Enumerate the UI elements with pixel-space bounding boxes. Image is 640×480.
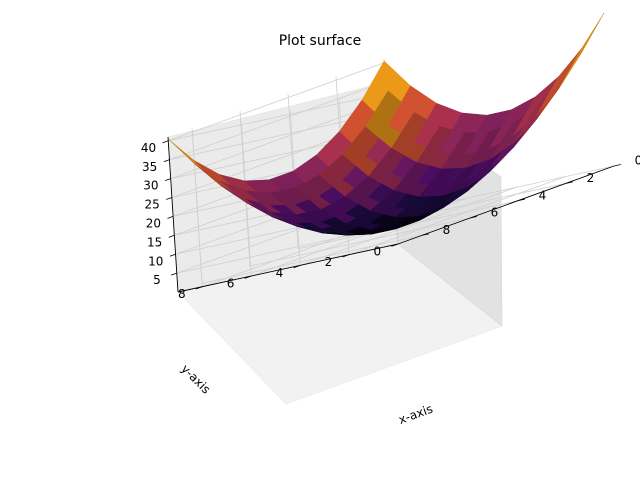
y-axis-line <box>177 243 399 293</box>
y-tick-label: 4 <box>276 266 284 280</box>
y-tick-label: 8 <box>178 287 186 301</box>
z-tick-label: 30 <box>143 179 158 193</box>
x-tick-label: 2 <box>587 171 595 185</box>
z-tick-mark <box>162 140 169 144</box>
y-tick-label: 0 <box>373 245 381 259</box>
y-tick-mark <box>195 286 203 290</box>
surface <box>167 12 605 236</box>
z-tick-mark <box>168 234 175 238</box>
z-tick-label: 5 <box>153 273 161 287</box>
surface-patch <box>536 48 582 116</box>
x-tick-mark <box>565 181 573 184</box>
y-tick-label: 6 <box>227 277 235 291</box>
z-tick-label: 35 <box>142 160 157 174</box>
z-tick-label: 40 <box>141 141 156 155</box>
y-tick-mark <box>293 264 301 269</box>
x-tick-label: 8 <box>443 223 451 237</box>
z-tick-label: 10 <box>148 254 163 268</box>
x-axis-line <box>397 165 615 245</box>
tick-labels: 0 2 4 6 8 0 2 4 6 8 5 10 15 20 25 30 35 40 <box>141 140 640 301</box>
x-tick-mark <box>613 164 621 167</box>
surface-patch <box>559 12 605 88</box>
axes <box>167 136 615 293</box>
z-tick-label: 20 <box>146 217 161 231</box>
x-tick-mark <box>421 233 429 236</box>
x-tick-label: 0 <box>635 154 640 168</box>
y-tick-mark <box>391 243 399 247</box>
x-tick-mark <box>517 198 525 202</box>
y-axis-label: y-axis <box>178 362 213 397</box>
y-tick-mark <box>342 254 350 258</box>
z-tick-mark <box>163 159 170 163</box>
z-tick-mark <box>171 272 177 276</box>
z-tick-mark <box>169 253 176 257</box>
x-tick-mark <box>469 216 477 219</box>
y-tick-label: 2 <box>325 255 333 269</box>
z-tick-mark <box>164 178 171 181</box>
z-tick-label: 15 <box>147 235 162 249</box>
x-tick-label: 6 <box>491 206 499 220</box>
x-tick-label: 4 <box>539 188 547 202</box>
grid-line-x <box>287 93 519 250</box>
y-tick-mark <box>244 275 252 279</box>
z-tick-mark <box>167 216 174 219</box>
x-axis-label: x-axis <box>397 402 435 427</box>
z-tick-mark <box>166 197 173 200</box>
z-axis-line <box>167 136 179 293</box>
z-tick-label: 25 <box>145 198 160 212</box>
chart-title: Plot surface <box>278 33 362 49</box>
